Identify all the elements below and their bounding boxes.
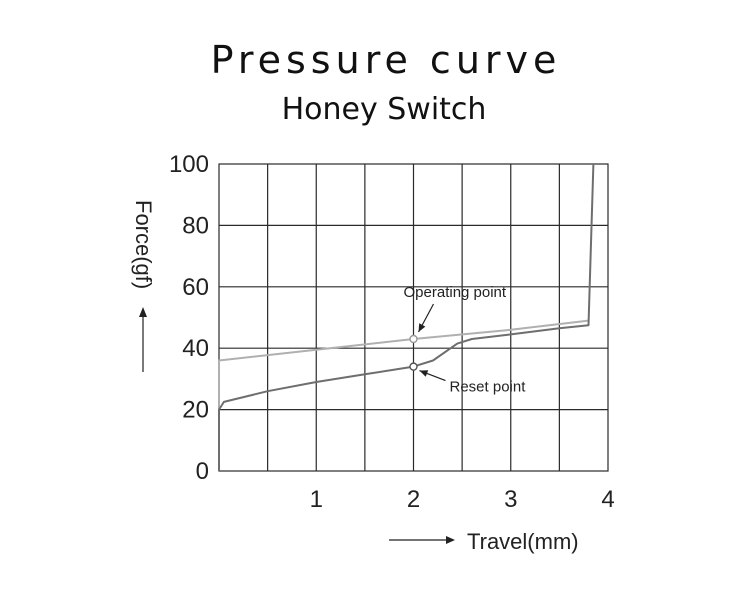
annotations: Operating point Reset point xyxy=(404,284,527,396)
y-axis-arrowhead xyxy=(139,307,147,317)
chart-title: Pressure curve xyxy=(211,38,562,82)
operating-point-label: Operating point xyxy=(404,284,507,301)
x-tick-label: 3 xyxy=(504,486,517,513)
y-tick-label: 100 xyxy=(169,151,209,178)
x-tick-label: 4 xyxy=(601,486,614,513)
reset-point-marker xyxy=(409,362,418,371)
chart-subtitle: Honey Switch xyxy=(282,92,487,127)
operating-point-marker xyxy=(409,334,418,344)
y-tick-label: 80 xyxy=(182,212,209,239)
grid xyxy=(218,163,609,472)
y-tick-label: 60 xyxy=(182,274,209,301)
y-tick-label: 20 xyxy=(182,397,209,424)
x-tick-label: 1 xyxy=(310,486,323,513)
reset-point-label: Reset point xyxy=(450,379,527,396)
x-axis-arrowhead xyxy=(446,536,455,544)
reset-point-arrowhead xyxy=(419,370,429,377)
series-lines xyxy=(218,163,595,471)
operating-point-arrowhead xyxy=(418,323,426,332)
y-axis-label: Force(gf) xyxy=(131,200,156,289)
y-tick-label: 40 xyxy=(182,335,209,362)
series-line-1 xyxy=(218,319,589,410)
y-tick-label: 0 xyxy=(196,458,209,485)
x-axis-label: Travel(mm) xyxy=(467,529,579,554)
series-line-2 xyxy=(218,163,595,471)
x-tick-label: 2 xyxy=(407,486,420,513)
tick-labels: 0 20 40 60 80 100 1 2 3 4 xyxy=(169,151,615,513)
